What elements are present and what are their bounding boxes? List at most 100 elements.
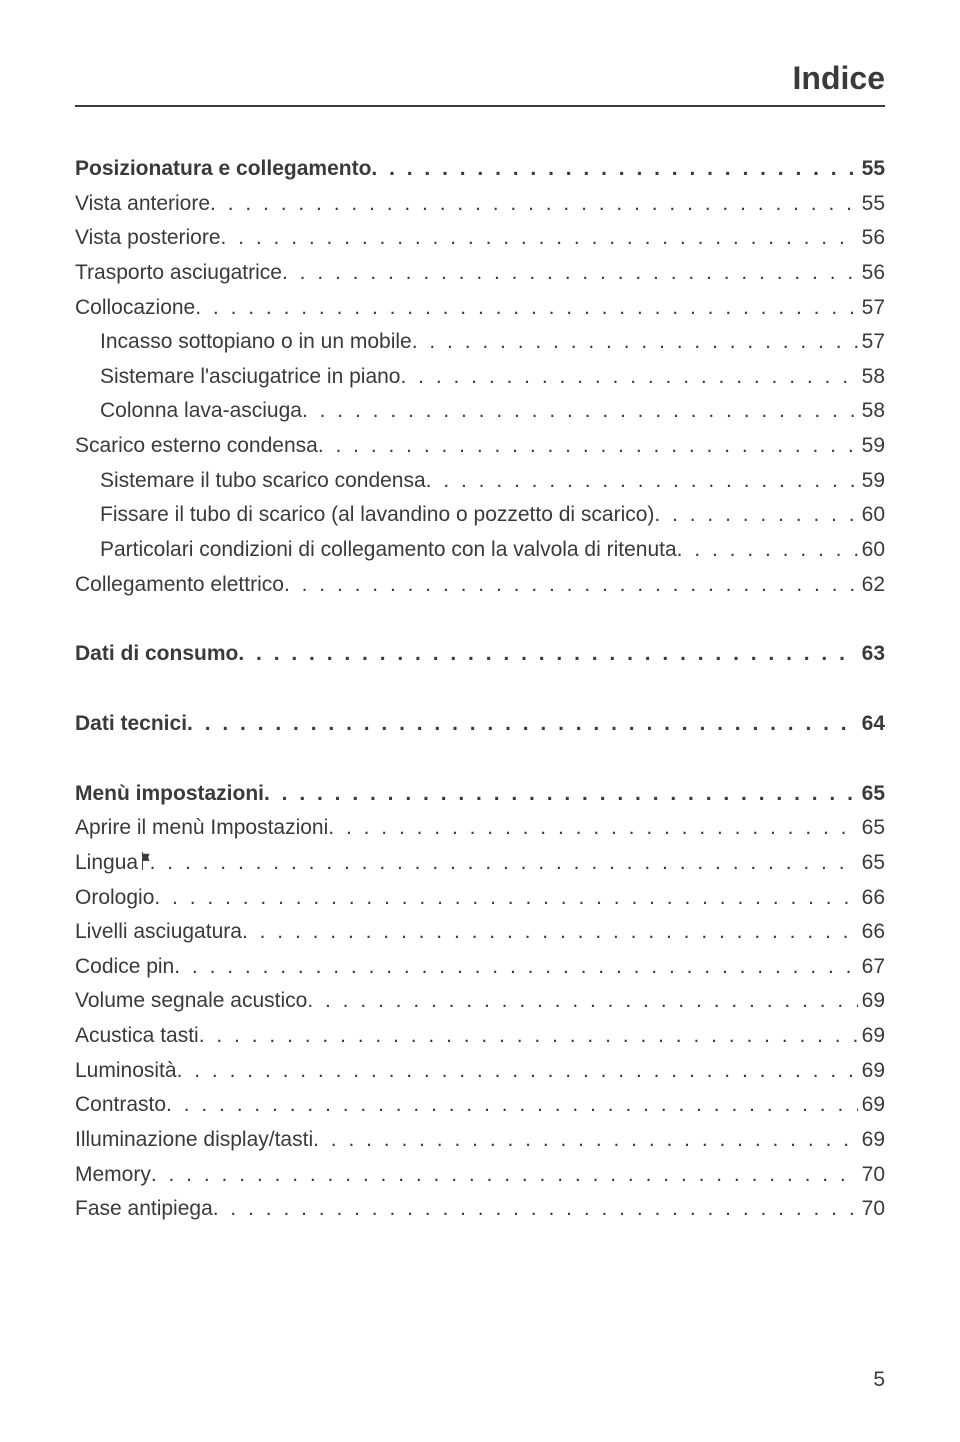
toc-dots bbox=[210, 187, 858, 222]
toc-entry: Posizionatura e collegamento55 bbox=[75, 152, 885, 187]
toc-page: 65 bbox=[858, 777, 885, 812]
toc-page: 62 bbox=[858, 568, 885, 603]
toc-dots bbox=[177, 1054, 858, 1089]
toc-label: Lingua bbox=[75, 846, 138, 881]
toc-page: 56 bbox=[858, 221, 885, 256]
toc-label: Posizionatura e collegamento bbox=[75, 152, 371, 187]
toc-entry: Vista posteriore 56 bbox=[75, 221, 885, 256]
toc-entry: Fase antipiega 70 bbox=[75, 1192, 885, 1227]
toc-entry: Scarico esterno condensa59 bbox=[75, 429, 885, 464]
toc-dots bbox=[151, 1158, 858, 1193]
toc-dots bbox=[307, 984, 857, 1019]
toc-dots bbox=[150, 846, 858, 881]
toc-label: Colonna lava-asciuga bbox=[100, 394, 302, 429]
toc-entry: Contrasto 69 bbox=[75, 1088, 885, 1123]
toc-label: Contrasto bbox=[75, 1088, 166, 1123]
toc-page: 65 bbox=[858, 846, 885, 881]
toc-dots bbox=[264, 777, 858, 812]
toc-entry: Vista anteriore 55 bbox=[75, 187, 885, 222]
toc-entry: Volume segnale acustico69 bbox=[75, 984, 885, 1019]
toc-entry: Aprire il menù Impostazioni 65 bbox=[75, 811, 885, 846]
toc-label: Aprire il menù Impostazioni bbox=[75, 811, 328, 846]
toc-entry: Collegamento elettrico 62 bbox=[75, 568, 885, 603]
toc-page: 60 bbox=[858, 498, 885, 533]
toc-page: 70 bbox=[858, 1158, 885, 1193]
toc-page: 67 bbox=[858, 950, 885, 985]
toc-entry: Memory 70 bbox=[75, 1158, 885, 1193]
toc-dots bbox=[302, 394, 858, 429]
toc-dots bbox=[677, 533, 858, 568]
toc-label: Vista posteriore bbox=[75, 221, 221, 256]
toc-label: Trasporto asciugatrice bbox=[75, 256, 282, 291]
toc-label: Dati di consumo bbox=[75, 637, 238, 672]
toc-label: Orologio bbox=[75, 881, 154, 916]
toc-entry: Fissare il tubo di scarico (al lavandino… bbox=[75, 498, 885, 533]
toc-entry: Incasso sottopiano o in un mobile57 bbox=[75, 325, 885, 360]
toc-page: 59 bbox=[858, 429, 885, 464]
page-title: Indice bbox=[75, 60, 885, 107]
toc-page: 59 bbox=[858, 464, 885, 499]
toc-dots bbox=[242, 915, 858, 950]
section-gap bbox=[75, 742, 885, 777]
toc-label: Fase antipiega bbox=[75, 1192, 213, 1227]
toc-label: Volume segnale acustico bbox=[75, 984, 307, 1019]
toc-page: 57 bbox=[858, 325, 885, 360]
toc-page: 60 bbox=[858, 533, 885, 568]
toc-label: Fissare il tubo di scarico (al lavandino… bbox=[100, 498, 654, 533]
toc-page: 70 bbox=[858, 1192, 885, 1227]
toc-page: 69 bbox=[858, 1088, 885, 1123]
toc-dots bbox=[154, 881, 857, 916]
toc-dots bbox=[213, 1192, 858, 1227]
toc-page: 69 bbox=[858, 1019, 885, 1054]
toc-dots bbox=[284, 568, 858, 603]
page-number: 5 bbox=[873, 1368, 885, 1392]
toc-dots bbox=[371, 152, 857, 187]
toc-page: 57 bbox=[858, 291, 885, 326]
section-gap bbox=[75, 672, 885, 707]
toc-entry: Livelli asciugatura 66 bbox=[75, 915, 885, 950]
toc-label: Vista anteriore bbox=[75, 187, 210, 222]
toc-entry: Luminosità69 bbox=[75, 1054, 885, 1089]
toc-label: Acustica tasti bbox=[75, 1019, 199, 1054]
toc-entry: Sistemare il tubo scarico condensa59 bbox=[75, 464, 885, 499]
toc-label: Codice pin bbox=[75, 950, 174, 985]
toc-label: Particolari condizioni di collegamento c… bbox=[100, 533, 677, 568]
toc-page: 58 bbox=[858, 360, 885, 395]
toc-entry: Sistemare l'asciugatrice in piano58 bbox=[75, 360, 885, 395]
toc-entry: Particolari condizioni di collegamento c… bbox=[75, 533, 885, 568]
toc-dots bbox=[282, 256, 858, 291]
toc-dots bbox=[238, 637, 857, 672]
toc-label: Collegamento elettrico bbox=[75, 568, 284, 603]
toc-dots bbox=[328, 811, 857, 846]
toc-entry: Acustica tasti 69 bbox=[75, 1019, 885, 1054]
toc-label: Memory bbox=[75, 1158, 151, 1193]
toc-page: 69 bbox=[858, 1123, 885, 1158]
toc-page: 56 bbox=[858, 256, 885, 291]
toc-page: 63 bbox=[858, 637, 885, 672]
toc-dots bbox=[166, 1088, 858, 1123]
toc-entry: Collocazione57 bbox=[75, 291, 885, 326]
toc-entry: Orologio 66 bbox=[75, 881, 885, 916]
toc-entry: Trasporto asciugatrice 56 bbox=[75, 256, 885, 291]
toc-dots bbox=[195, 291, 857, 326]
toc-dots bbox=[318, 429, 858, 464]
toc-dots bbox=[401, 360, 858, 395]
toc-dots bbox=[199, 1019, 858, 1054]
toc-page: 64 bbox=[858, 707, 885, 742]
toc-entry: Illuminazione display/tasti 69 bbox=[75, 1123, 885, 1158]
toc-label: Illuminazione display/tasti bbox=[75, 1123, 313, 1158]
toc-label: Dati tecnici bbox=[75, 707, 187, 742]
toc-label: Livelli asciugatura bbox=[75, 915, 242, 950]
flag-icon bbox=[142, 852, 150, 870]
toc-page: 66 bbox=[858, 915, 885, 950]
toc-page: 65 bbox=[858, 811, 885, 846]
toc-entry: Dati di consumo 63 bbox=[75, 637, 885, 672]
toc-page: 66 bbox=[858, 881, 885, 916]
toc-dots bbox=[187, 707, 858, 742]
toc-entry: Codice pin 67 bbox=[75, 950, 885, 985]
toc-page: 55 bbox=[858, 187, 885, 222]
table-of-contents: Posizionatura e collegamento55Vista ante… bbox=[75, 152, 885, 1227]
toc-page: 58 bbox=[858, 394, 885, 429]
toc-dots bbox=[654, 498, 857, 533]
toc-dots bbox=[221, 221, 858, 256]
